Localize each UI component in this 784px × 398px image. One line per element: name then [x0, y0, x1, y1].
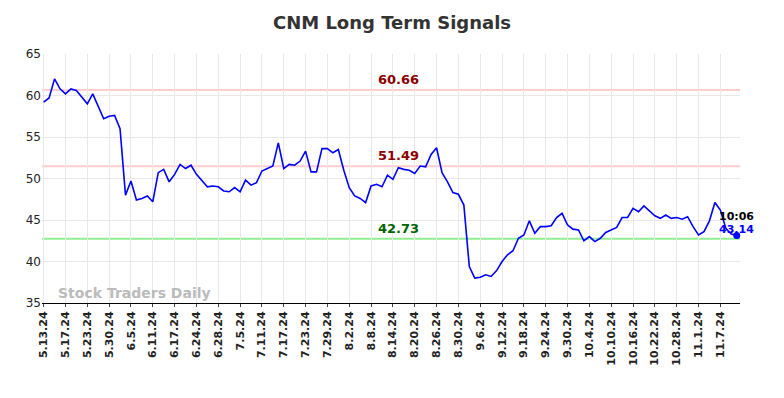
- svg-text:55: 55: [26, 130, 41, 144]
- svg-text:8.30.24: 8.30.24: [452, 311, 465, 358]
- svg-text:5.23.24: 5.23.24: [81, 311, 94, 358]
- svg-text:5.17.24: 5.17.24: [59, 311, 72, 358]
- svg-text:9.6.24: 9.6.24: [474, 311, 487, 350]
- svg-text:60.66: 60.66: [378, 72, 419, 87]
- svg-text:6.28.24: 6.28.24: [212, 311, 225, 358]
- svg-text:7.29.24: 7.29.24: [321, 311, 334, 358]
- svg-text:51.49: 51.49: [378, 148, 419, 163]
- svg-text:5.13.24: 5.13.24: [37, 311, 50, 358]
- svg-text:7.17.24: 7.17.24: [277, 311, 290, 358]
- svg-text:7.11.24: 7.11.24: [256, 311, 269, 358]
- svg-text:8.20.24: 8.20.24: [408, 311, 421, 358]
- svg-text:CNM Long Term Signals: CNM Long Term Signals: [273, 12, 511, 33]
- svg-text:6.5.24: 6.5.24: [125, 311, 138, 350]
- svg-text:60: 60: [26, 89, 41, 103]
- svg-text:10.4.24: 10.4.24: [583, 311, 596, 358]
- svg-text:6.17.24: 6.17.24: [168, 311, 181, 358]
- svg-text:42.73: 42.73: [378, 221, 419, 236]
- svg-text:43.14: 43.14: [719, 223, 754, 236]
- svg-text:10.22.24: 10.22.24: [648, 311, 661, 366]
- svg-text:10:06: 10:06: [719, 210, 754, 223]
- svg-text:Stock Traders Daily: Stock Traders Daily: [58, 285, 211, 301]
- svg-text:6.24.24: 6.24.24: [190, 311, 203, 358]
- svg-text:9.30.24: 9.30.24: [561, 311, 574, 358]
- svg-text:10.28.24: 10.28.24: [670, 311, 683, 366]
- svg-text:5.30.24: 5.30.24: [103, 311, 116, 358]
- svg-text:40: 40: [26, 255, 41, 269]
- svg-text:50: 50: [26, 172, 41, 186]
- svg-text:45: 45: [26, 213, 41, 227]
- svg-text:10.10.24: 10.10.24: [605, 311, 618, 366]
- svg-text:7.5.24: 7.5.24: [234, 311, 247, 350]
- svg-text:8.2.24: 8.2.24: [343, 311, 356, 350]
- svg-text:9.24.24: 9.24.24: [539, 311, 552, 358]
- svg-text:35: 35: [26, 296, 41, 310]
- svg-text:11.1.24: 11.1.24: [692, 311, 705, 358]
- svg-text:8.8.24: 8.8.24: [365, 311, 378, 350]
- svg-text:6.11.24: 6.11.24: [146, 311, 159, 358]
- svg-text:8.26.24: 8.26.24: [430, 311, 443, 358]
- svg-text:11.7.24: 11.7.24: [714, 311, 727, 358]
- svg-text:9.18.24: 9.18.24: [517, 311, 530, 358]
- svg-text:7.23.24: 7.23.24: [299, 311, 312, 358]
- svg-text:9.12.24: 9.12.24: [496, 311, 509, 358]
- svg-text:65: 65: [26, 47, 41, 61]
- svg-text:8.14.24: 8.14.24: [386, 311, 399, 358]
- svg-text:10.16.24: 10.16.24: [627, 311, 640, 366]
